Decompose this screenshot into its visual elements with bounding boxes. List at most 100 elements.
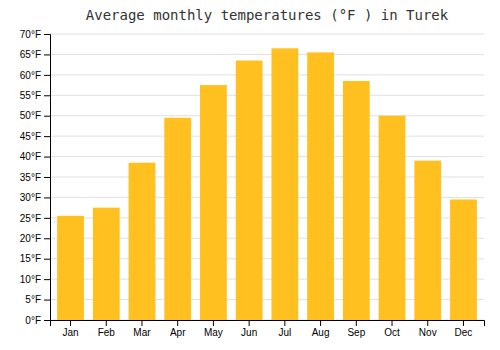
y-tick: 45°F (20, 131, 50, 142)
y-tick-mark (44, 34, 50, 35)
bar (57, 216, 84, 320)
y-tick-label: 40°F (20, 151, 41, 162)
x-tick-label: Sep (347, 327, 365, 338)
x-tick: Jun (241, 320, 257, 338)
x-tick-mark (284, 320, 285, 326)
grid-line (50, 74, 484, 75)
chart: Average monthly temperatures (°F ) in Tu… (0, 0, 500, 350)
x-tick: Apr (170, 320, 186, 338)
x-tick-label: Jul (278, 327, 291, 338)
grid-line (50, 34, 484, 35)
y-tick: 70°F (20, 29, 50, 40)
y-tick: 15°F (20, 253, 50, 264)
x-tick-label: May (204, 327, 223, 338)
bar (129, 163, 156, 320)
y-tick: 5°F (25, 294, 50, 305)
y-tick: 65°F (20, 49, 50, 60)
x-tick: Jan (62, 320, 78, 338)
y-axis-line (44, 35, 51, 321)
grid-line (50, 156, 484, 157)
x-tick-mark (249, 320, 250, 326)
bar (164, 118, 191, 320)
y-tick-mark (44, 238, 50, 239)
y-axis: 0°F 5°F 10°F 15°F 20°F 25°F 30°F 35°F 40°F 45°F 50… (20, 29, 51, 326)
y-tick-mark (44, 136, 50, 137)
y-tick-label: 30°F (20, 192, 41, 203)
bar (307, 52, 334, 320)
y-tick-label: 65°F (20, 49, 41, 60)
y-tick: 50°F (20, 110, 50, 121)
x-tick: Aug (312, 320, 330, 338)
y-tick-label: 55°F (20, 90, 41, 101)
bar (236, 61, 263, 320)
x-tick: Feb (98, 320, 116, 338)
x-tick-mark (463, 320, 464, 326)
plot: 0°F 5°F 10°F 15°F 20°F 25°F 30°F 35°F 40°F 45°F 50… (20, 29, 485, 338)
x-axis-line (51, 321, 485, 327)
y-tick-mark (44, 116, 50, 117)
x-tick-mark (427, 320, 428, 326)
bars (57, 48, 477, 320)
title: Average monthly temperatures (°F ) in Tu… (86, 7, 449, 23)
y-tick-label: 20°F (20, 233, 41, 244)
x-tick-mark (106, 320, 107, 326)
y-tick-mark (44, 177, 50, 178)
x-tick: Oct (384, 320, 400, 338)
x-tick-label: Feb (98, 327, 116, 338)
x-tick-mark (70, 320, 71, 326)
x-tick-mark (141, 320, 142, 326)
x-tick-mark (320, 320, 321, 326)
y-tick: 25°F (20, 213, 50, 224)
bar (93, 208, 120, 320)
bar (271, 48, 298, 320)
y-tick-label: 15°F (20, 253, 41, 264)
bar (200, 85, 227, 320)
y-tick: 40°F (20, 151, 50, 162)
grid-line (50, 95, 484, 96)
y-tick: 30°F (20, 192, 50, 203)
x-tick: Jul (278, 320, 291, 338)
grid-line (50, 54, 484, 55)
y-tick: 60°F (20, 70, 50, 81)
y-tick-mark (44, 197, 50, 198)
y-tick: 0°F (25, 315, 50, 326)
y-tick-label: 60°F (20, 70, 41, 81)
bar (379, 116, 406, 320)
y-tick: 35°F (20, 172, 50, 183)
y-tick-label: 70°F (20, 29, 41, 40)
y-tick-label: 0°F (25, 315, 41, 326)
y-tick-mark (44, 54, 50, 55)
y-tick-label: 25°F (20, 213, 41, 224)
y-tick-mark (44, 218, 50, 219)
x-tick-label: Jan (62, 327, 78, 338)
x-tick: Sep (347, 320, 365, 338)
x-tick-mark (356, 320, 357, 326)
x-tick-label: Oct (384, 327, 400, 338)
grid-line (50, 115, 484, 116)
x-tick-label: Dec (455, 327, 473, 338)
x-tick: Nov (419, 320, 437, 338)
y-tick-mark (44, 95, 50, 96)
x-tick-mark (177, 320, 178, 326)
y-tick-mark (44, 279, 50, 280)
x-tick-mark (213, 320, 214, 326)
x-tick: May (204, 320, 223, 338)
y-tick-label: 35°F (20, 172, 41, 183)
y-tick: 10°F (20, 274, 50, 285)
x-tick-label: Aug (312, 327, 330, 338)
y-tick-mark (44, 259, 50, 260)
grid (50, 34, 484, 320)
y-tick-label: 45°F (20, 131, 41, 142)
x-axis: Jan Feb Mar Apr May Jun Jul Aug Sep Oct Nov Dec (51, 320, 485, 338)
x-tick-mark (392, 320, 393, 326)
bar (450, 199, 477, 320)
y-tick-mark (44, 75, 50, 76)
x-tick: Mar (133, 320, 151, 338)
y-tick-mark (44, 320, 50, 321)
y-tick-label: 5°F (25, 294, 41, 305)
y-tick-label: 10°F (20, 274, 41, 285)
y-tick: 55°F (20, 90, 50, 101)
x-tick-label: Apr (170, 327, 186, 338)
x-tick-label: Jun (241, 327, 257, 338)
x-tick-label: Nov (419, 327, 437, 338)
